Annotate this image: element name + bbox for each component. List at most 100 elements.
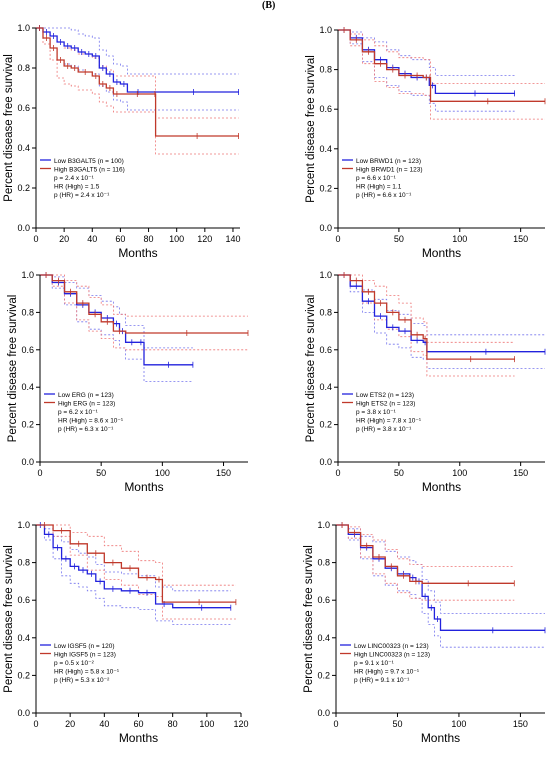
x-tick-label: 100 (451, 719, 466, 729)
y-tick-label: 0.4 (317, 633, 330, 643)
x-tick-label: 20 (65, 719, 75, 729)
x-tick-label: 40 (87, 234, 97, 244)
ci-band-low-upper (40, 274, 193, 349)
y-tick-label: 0.2 (17, 183, 30, 193)
ci-band-low-lower (40, 274, 193, 382)
ci-band-low-upper (36, 27, 239, 75)
panel-label: (B) (262, 0, 276, 11)
ci-band-high-upper (338, 29, 545, 84)
y-tick-label: 0.8 (21, 307, 34, 317)
legend-entry: HR (High) = 7.8 x 10⁻¹ (356, 418, 422, 425)
y-axis-label: Percent disease free survival (303, 545, 315, 693)
legend-entry: Low ETS2 (n = 123) (356, 392, 414, 399)
y-tick-label: 1.0 (317, 520, 330, 530)
y-tick-label: 0.8 (317, 558, 330, 568)
y-tick-label: 0.8 (319, 307, 332, 317)
x-tick-label: 50 (392, 719, 402, 729)
legend-entry: Low LINC00323 (n = 123) (354, 643, 429, 650)
y-tick-label: 1.0 (17, 23, 30, 33)
legend-entry: Low BRWD1 (n = 123) (356, 158, 421, 165)
x-axis-label: Months (422, 246, 461, 260)
y-tick-label: 0.4 (17, 633, 30, 643)
series-line-high (338, 29, 545, 102)
ci-band-high-lower (40, 274, 248, 351)
x-tick-label: 150 (513, 719, 528, 729)
legend-entry: High ETS2 (n = 123) (356, 401, 415, 408)
legend-entry: HR (High) = 5.8 x 10⁻¹ (54, 669, 120, 676)
y-tick-label: 0.0 (319, 457, 332, 467)
legend-entry: p (HR) = 3.8 x 10⁻¹ (356, 426, 412, 433)
y-axis-label: Percent disease free survival (7, 295, 19, 443)
x-tick-label: 60 (115, 234, 125, 244)
x-tick-label: 80 (144, 234, 154, 244)
series-line-low (36, 524, 231, 609)
ci-band-high-upper (336, 524, 515, 567)
ci-band-high-lower (336, 524, 515, 601)
x-tick-label: 0 (33, 234, 38, 244)
km-chart-5: 0.0 0.2 0.4 0.6 0.8 1.0 0 20 40 60 80 100 120 Months P… (3, 520, 249, 745)
y-tick-label: 0.2 (319, 183, 332, 193)
y-tick-label: 0.4 (319, 144, 332, 154)
legend-entry: HR (High) = 1.1 (356, 184, 402, 191)
x-axis-label: Months (118, 246, 157, 260)
x-tick-label: 150 (216, 468, 231, 478)
x-tick-label: 0 (37, 468, 42, 478)
legend-entry: HR (High) = 9.7 x 10⁻¹ (354, 669, 420, 676)
series-line-high (36, 27, 239, 137)
x-tick-label: 0 (33, 719, 38, 729)
x-tick-label: 60 (133, 719, 143, 729)
legend-entry: p (HR) = 6.3 x 10⁻¹ (58, 426, 114, 433)
km-chart-4: 0.0 0.2 0.4 0.6 0.8 1.0 0 50 100 150 Months Percent… (305, 270, 546, 494)
x-tick-label: 120 (197, 234, 212, 244)
x-axis-label: Months (119, 731, 158, 745)
y-axis-label: Percent disease free survival (3, 54, 15, 202)
x-tick-label: 100 (452, 468, 467, 478)
x-tick-label: 100 (199, 719, 214, 729)
x-tick-label: 0 (333, 719, 338, 729)
ci-band-low-lower (36, 27, 239, 111)
ci-band-high-upper (338, 274, 515, 343)
x-tick-label: 100 (452, 234, 467, 244)
y-tick-label: 0.8 (17, 63, 30, 73)
x-axis-label: Months (124, 480, 163, 494)
series-line-high (338, 274, 515, 360)
y-tick-label: 0.6 (319, 104, 332, 114)
km-chart-1: 0.0 0.2 0.4 0.6 0.8 1.0 0 20 40 60 80 100 120 140 Mont… (3, 23, 240, 260)
x-tick-label: 50 (96, 468, 106, 478)
y-tick-label: 0.0 (17, 223, 30, 233)
y-tick-label: 0.4 (21, 382, 34, 392)
km-chart-3: 0.0 0.2 0.4 0.6 0.8 1.0 0 50 100 150 Months Percent… (7, 270, 249, 494)
y-axis-label: Percent disease free survival (305, 295, 317, 443)
x-tick-label: 50 (394, 468, 404, 478)
km-chart-2: 0.0 0.2 0.4 0.6 0.8 1.0 0 50 100 150 Months Percent… (305, 25, 546, 260)
y-tick-label: 0.6 (317, 595, 330, 605)
ci-band-low-lower (36, 524, 231, 625)
y-axis-label: Percent disease free survival (3, 545, 15, 693)
y-tick-label: 0.8 (319, 65, 332, 75)
x-tick-label: 120 (233, 719, 248, 729)
legend-entry: p = 6.2 x 10⁻¹ (58, 409, 99, 416)
series-line-low (338, 29, 515, 95)
series-line-high (336, 524, 515, 584)
ci-band-low-lower (338, 29, 515, 112)
legend-entry: HR (High) = 8.6 x 10⁻¹ (58, 418, 124, 425)
x-tick-label: 20 (59, 234, 69, 244)
x-tick-label: 80 (168, 719, 178, 729)
legend-entry: High IGSF5 (n = 123) (54, 652, 116, 659)
x-tick-label: 0 (335, 234, 340, 244)
legend-entry: Low ERG (n = 123) (58, 392, 114, 399)
y-tick-label: 0.2 (21, 420, 34, 430)
y-tick-label: 0.0 (17, 708, 30, 718)
y-tick-label: 0.2 (317, 670, 330, 680)
legend-entry: HR (High) = 1.5 (54, 184, 100, 191)
series-line-low (36, 27, 239, 93)
legend-entry: p = 3.8 x 10⁻¹ (356, 409, 397, 416)
y-tick-label: 0.6 (319, 345, 332, 355)
x-tick-label: 100 (155, 468, 170, 478)
y-tick-label: 0.6 (21, 345, 34, 355)
y-tick-label: 0.0 (21, 457, 34, 467)
y-tick-label: 0.2 (17, 670, 30, 680)
y-tick-label: 0.6 (17, 595, 30, 605)
y-tick-label: 1.0 (21, 270, 34, 280)
